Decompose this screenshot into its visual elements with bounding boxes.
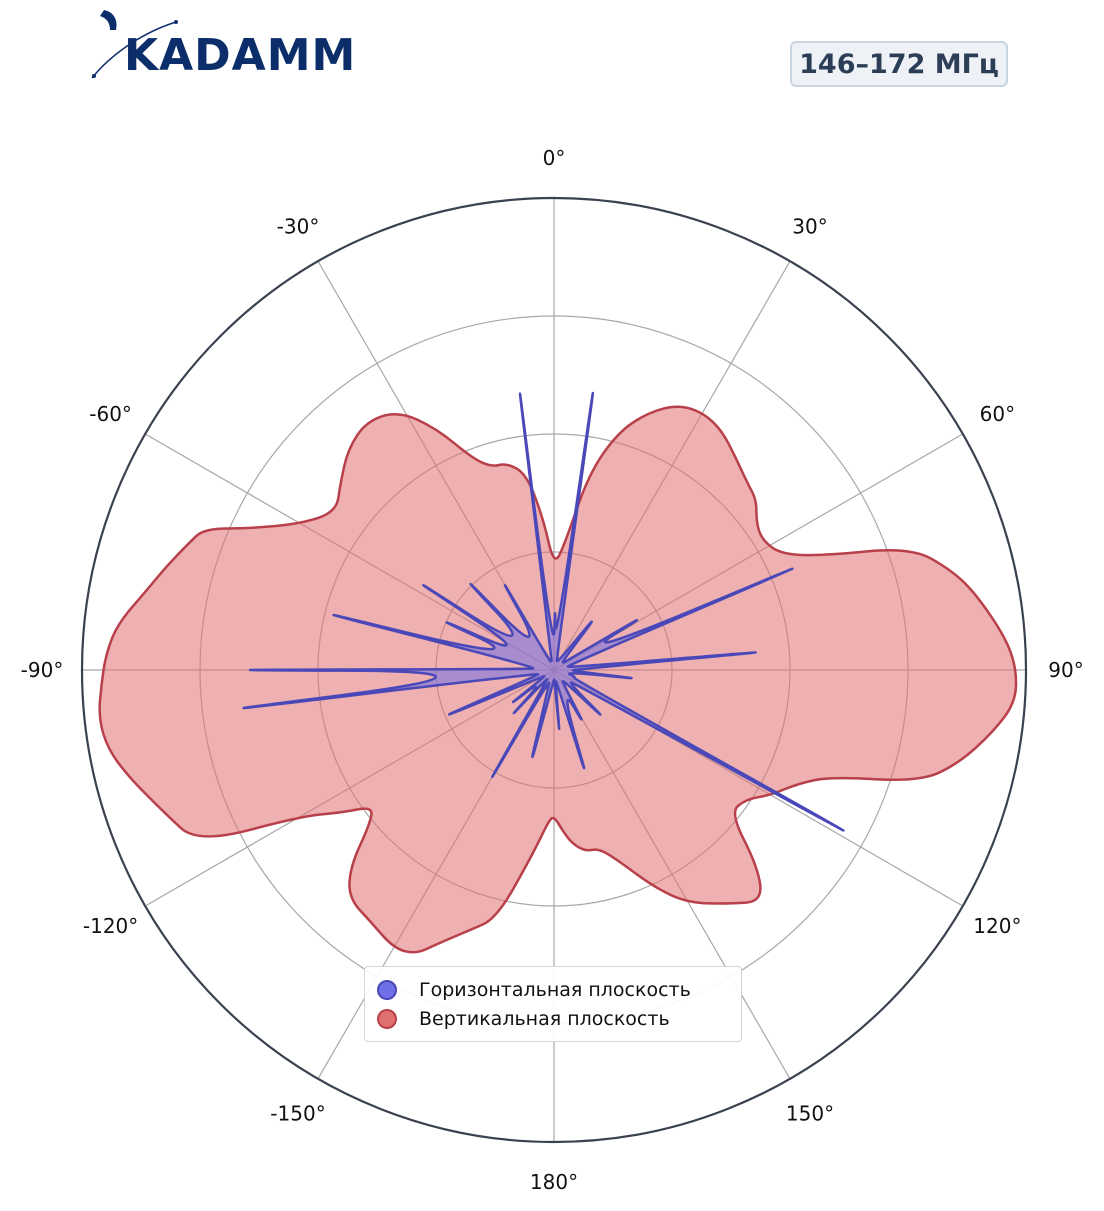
theta-tick-label: -120° [83, 914, 138, 938]
logo-emblem-icon [91, 10, 178, 79]
theta-tick-label: 120° [973, 914, 1021, 938]
chart-legend: Горизонтальная плоскость Вертикальная пл… [364, 966, 742, 1042]
theta-tick-label: -60° [89, 402, 132, 426]
theta-tick-label: -30° [277, 215, 320, 239]
theta-tick-label: -150° [270, 1101, 325, 1125]
logo-wordmark: KADAMM [124, 30, 357, 81]
polar-outer-ring [80, 196, 1028, 1144]
axis-layer [80, 196, 1028, 1144]
frequency-badge: 146–172 МГц [790, 41, 1008, 87]
theta-tick-label: 180° [530, 1170, 578, 1194]
theta-tick-label: -90° [21, 658, 64, 682]
legend-label-vertical: Вертикальная плоскость [419, 1007, 670, 1030]
series-layer [98, 391, 1018, 954]
theta-tick-label: 30° [792, 215, 827, 239]
theta-tick-label: 150° [786, 1101, 834, 1125]
legend-item-vertical: Вертикальная плоскость [377, 1004, 729, 1033]
legend-item-horizontal: Горизонтальная плоскость [377, 975, 729, 1004]
legend-marker-vertical [377, 1008, 397, 1029]
theta-tick-label: 60° [980, 402, 1015, 426]
tick-label-layer: 0° 30° 60° 90° 120° 150° 180° -150° -120° -90° -60… [21, 146, 1084, 1194]
theta-tick-label: 0° [543, 146, 566, 170]
series-horizontal-area [242, 391, 845, 832]
legend-marker-horizontal [377, 979, 397, 1000]
legend-label-horizontal: Горизонтальная плоскость [419, 978, 691, 1001]
brand-logo: KADAMM [88, 8, 368, 88]
theta-tick-label: 90° [1048, 658, 1083, 682]
